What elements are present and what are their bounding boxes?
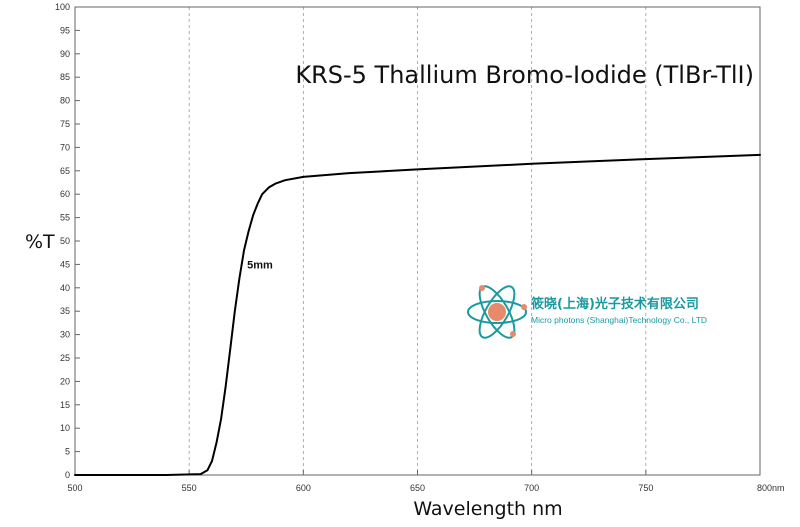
x-tick-label: 700 [524, 483, 539, 493]
y-tick-label: 40 [60, 283, 70, 293]
y-tick-label: 35 [60, 306, 70, 316]
chart-title: KRS-5 Thallium Bromo-Iodide (TlBr-TlI) [295, 61, 754, 89]
x-tick-label: 550 [182, 483, 197, 493]
y-tick-label: 90 [60, 49, 70, 59]
x-axis-ticks: 500 550 600 650 700 750 800nm [67, 470, 785, 493]
company-logo: 筱晓(上海)光子技术有限公司 Micro photons (Shanghai)T… [467, 285, 707, 339]
y-tick-label: 80 [60, 96, 70, 106]
y-tick-label: 85 [60, 72, 70, 82]
x-tick-label: 650 [410, 483, 425, 493]
company-name-cn: 筱晓(上海)光子技术有限公司 [531, 296, 699, 312]
y-axis-ticks: 0 5 10 15 20 25 30 35 40 45 50 55 60 65 70 75 80 85 90 95 10… [55, 2, 80, 480]
y-tick-label: 5 [65, 447, 70, 457]
company-name-en: Micro photons (Shanghai)Technology Co., … [531, 315, 707, 325]
y-tick-label: 60 [60, 189, 70, 199]
y-tick-label: 95 [60, 25, 70, 35]
x-tick-label: 600 [296, 483, 311, 493]
y-tick-label: 45 [60, 259, 70, 269]
y-tick-label: 20 [60, 376, 70, 386]
y-tick-label: 50 [60, 236, 70, 246]
y-tick-label: 10 [60, 423, 70, 433]
y-tick-label: 25 [60, 353, 70, 363]
series-layer [74, 153, 761, 476]
x-axis-label: Wavelength nm [413, 498, 562, 520]
y-tick-label: 65 [60, 166, 70, 176]
annotations: 5mm [247, 259, 273, 271]
x-tick-label: 750 [638, 483, 653, 493]
y-tick-label: 15 [60, 400, 70, 410]
series-line-5mm [74, 153, 761, 476]
y-axis-label: %T [25, 231, 55, 253]
y-tick-label: 0 [65, 470, 70, 480]
grid-lines [188, 7, 647, 475]
y-tick-label: 55 [60, 213, 70, 223]
x-tick-label: 500 [67, 483, 82, 493]
y-tick-label: 30 [60, 330, 70, 340]
annotation-label: 5mm [247, 259, 273, 271]
atom-icon [467, 285, 527, 339]
y-tick-label: 70 [60, 142, 70, 152]
x-tick-label: 800nm [757, 483, 785, 493]
y-tick-label: 75 [60, 119, 70, 129]
y-tick-label: 100 [55, 2, 70, 12]
